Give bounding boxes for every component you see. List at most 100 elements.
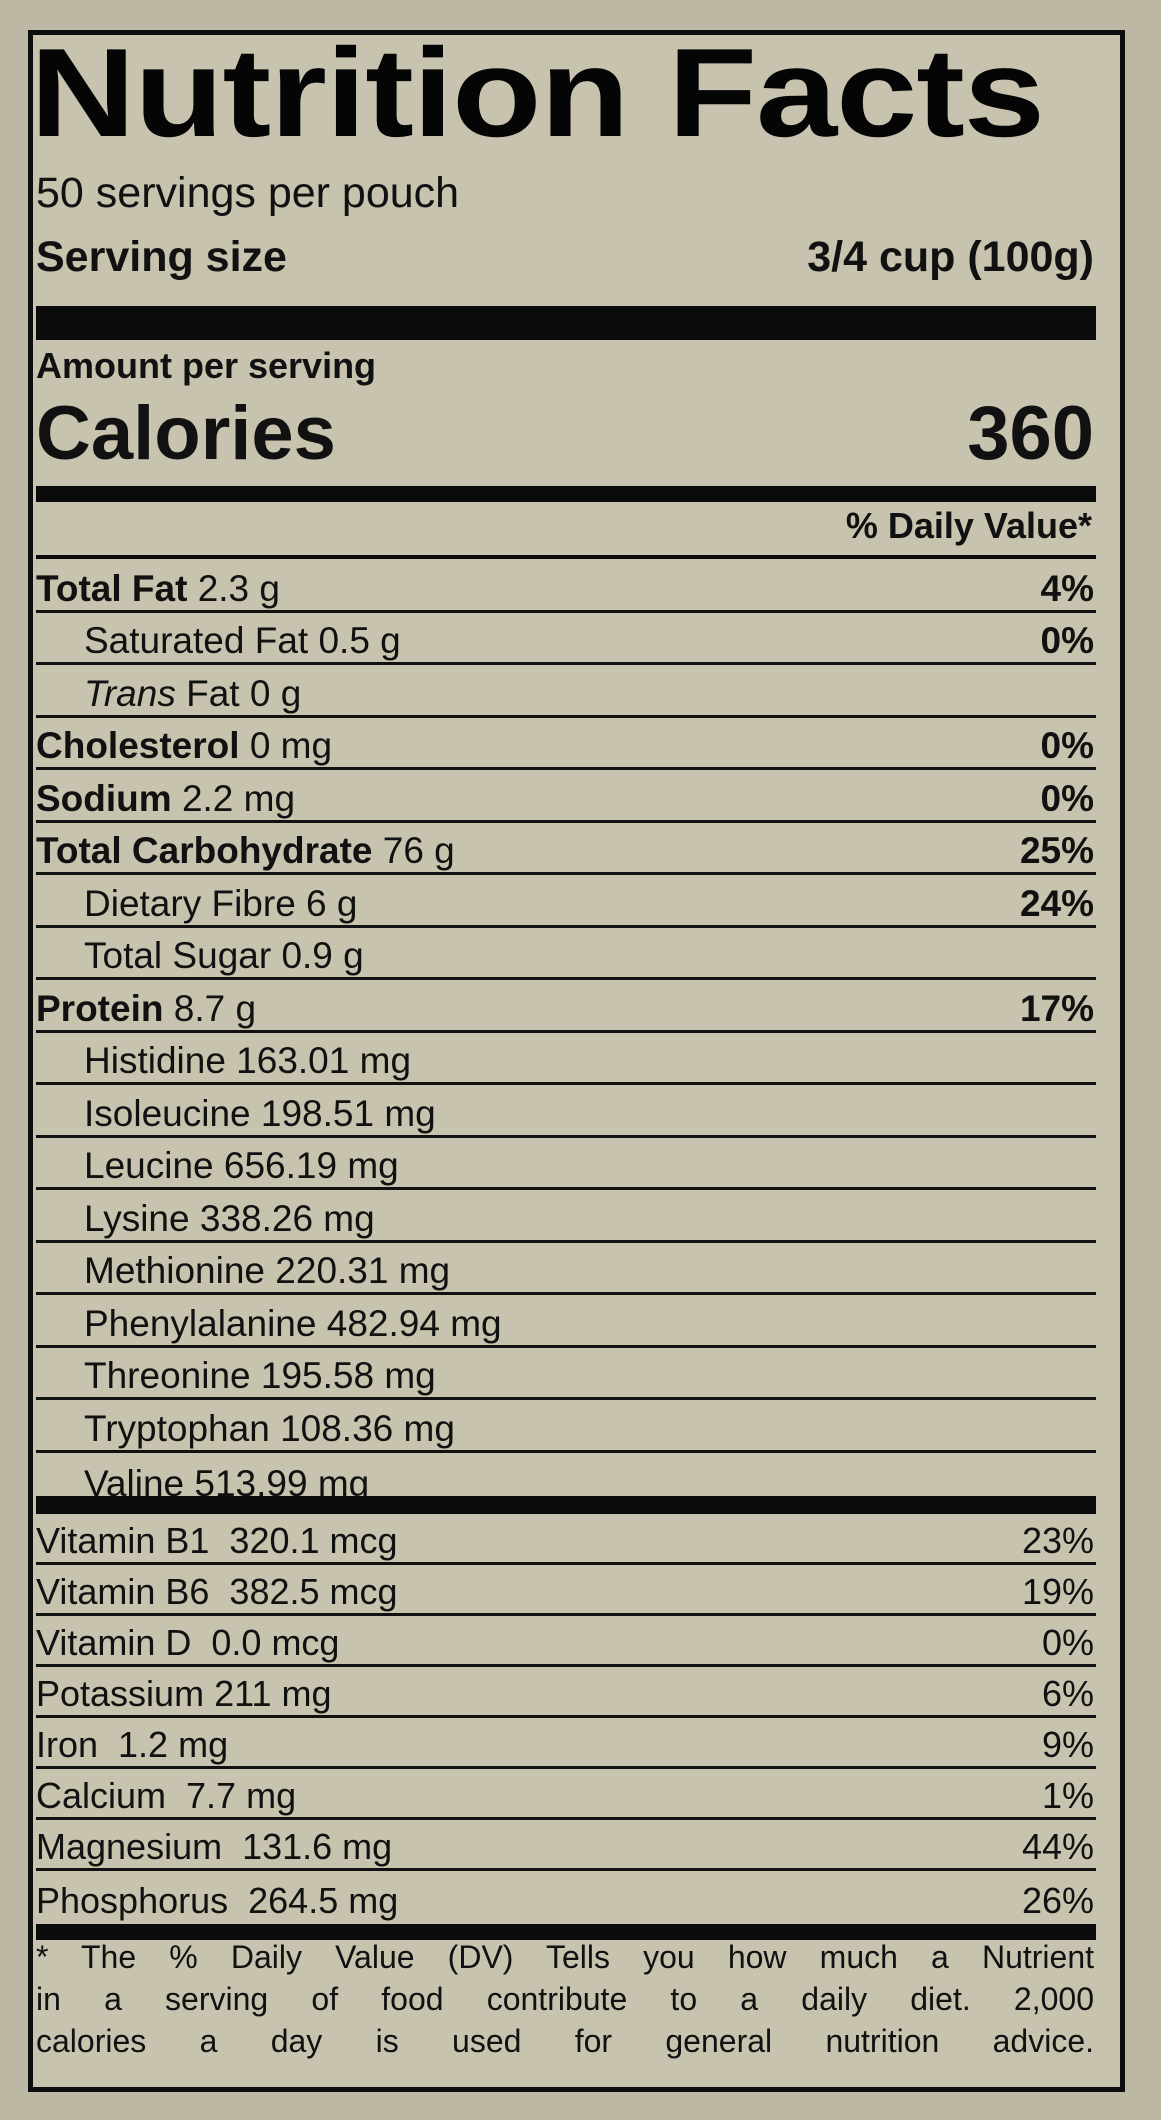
nutrient-italic-label: Trans xyxy=(84,672,176,714)
nutrient-name: Methionine 220.31 mg xyxy=(36,1252,450,1289)
vitamin-row: Vitamin D 0.0 mcg 0% xyxy=(36,1616,1096,1667)
daily-value-footnote: * The % Daily Value (DV) Tells you how m… xyxy=(36,1936,1094,2062)
divider-dv xyxy=(36,555,1096,559)
vitamin-list: Vitamin B1 320.1 mcg 23% Vitamin B6 382.5 … xyxy=(36,1514,1096,1922)
nutrient-amount: 76 g xyxy=(372,830,455,871)
nutrient-bold-label: Protein xyxy=(36,987,164,1029)
vitamin-row: Potassium 211 mg 6% xyxy=(36,1667,1096,1718)
nutrient-amount: Valine 513.99 mg xyxy=(84,1463,370,1504)
daily-value-header: % Daily Value* xyxy=(845,505,1092,546)
vitamin-daily-value: 26% xyxy=(1021,1880,1094,1921)
nutrient-name: Threonine 195.58 mg xyxy=(36,1357,436,1394)
nutrient-daily-value: 17% xyxy=(1019,987,1094,1029)
vitamin-row: Phosphorus 264.5 mg 26% xyxy=(36,1871,1096,1922)
nutrient-name: Total Carbohydrate 76 g xyxy=(36,832,455,869)
nutrient-row: Threonine 195.58 mg xyxy=(36,1348,1096,1400)
thick-divider-bottom xyxy=(36,1924,1096,1940)
vitamin-name: Potassium 211 mg xyxy=(36,1673,332,1714)
label-title: Nutrition Facts xyxy=(30,22,1045,163)
nutrient-name: Dietary Fibre 6 g xyxy=(36,885,358,922)
thick-divider-top xyxy=(36,306,1096,340)
vitamin-name: Vitamin B1 320.1 mcg xyxy=(36,1520,398,1561)
nutrient-amount: Leucine 656.19 mg xyxy=(84,1145,399,1186)
vitamin-row: Magnesium 131.6 mg 44% xyxy=(36,1820,1096,1871)
nutrient-row: Sodium 2.2 mg 0% xyxy=(36,770,1096,823)
nutrient-row: Saturated Fat 0.5 g 0% xyxy=(36,613,1096,665)
calories-row: Calories 360 xyxy=(36,396,1094,472)
nutrient-name: Tryptophan 108.36 mg xyxy=(36,1410,455,1447)
nutrient-list: Total Fat 2.3 g 4% Saturated Fat 0.5 g 0% Tr… xyxy=(36,560,1096,1505)
nutrient-name: Isoleucine 198.51 mg xyxy=(36,1095,436,1132)
servings-per-container: 50 servings per pouch xyxy=(36,169,460,217)
vitamin-daily-value: 9% xyxy=(1041,1724,1094,1765)
nutrient-row: Methionine 220.31 mg xyxy=(36,1243,1096,1295)
nutrient-amount: Tryptophan 108.36 mg xyxy=(84,1407,455,1449)
vitamin-daily-value: 6% xyxy=(1041,1673,1094,1714)
vitamin-daily-value: 0% xyxy=(1041,1622,1094,1663)
vitamin-row: Vitamin B1 320.1 mcg 23% xyxy=(36,1514,1096,1565)
serving-size-value: 3/4 cup (100g) xyxy=(807,233,1094,281)
footnote-line: in a serving of food contribute to a dai… xyxy=(36,1981,1094,2017)
nutrient-name: Total Sugar 0.9 g xyxy=(36,937,364,974)
vitamin-row: Iron 1.2 mg 9% xyxy=(36,1718,1096,1769)
thick-divider-vitamins xyxy=(36,1496,1096,1514)
nutrient-name: Protein 8.7 g xyxy=(36,990,256,1027)
nutrient-row: Leucine 656.19 mg xyxy=(36,1138,1096,1190)
nutrient-name: Saturated Fat 0.5 g xyxy=(36,622,401,659)
nutrient-name: Phenylalanine 482.94 mg xyxy=(36,1305,502,1342)
nutrient-row: Total Sugar 0.9 g xyxy=(36,928,1096,980)
vitamin-name: Iron 1.2 mg xyxy=(36,1724,229,1765)
nutrient-amount: Threonine 195.58 mg xyxy=(84,1355,436,1396)
nutrient-amount: Methionine 220.31 mg xyxy=(84,1250,451,1291)
thick-divider-calories xyxy=(36,486,1096,502)
footnote-line: calories a day is used for general nutri… xyxy=(36,2023,1094,2059)
nutrient-amount: 8.7 g xyxy=(163,987,257,1029)
nutrient-amount: Fat 0 g xyxy=(175,672,302,714)
nutrient-name: Valine 513.99 mg xyxy=(36,1465,369,1502)
nutrient-row: Tryptophan 108.36 mg xyxy=(36,1400,1096,1453)
nutrition-label xyxy=(28,30,1125,2092)
nutrient-bold-label: Total Fat xyxy=(36,567,188,609)
nutrient-daily-value: 0% xyxy=(1040,725,1094,766)
vitamin-name: Vitamin B6 382.5 mcg xyxy=(36,1571,398,1612)
vitamin-name: Magnesium 131.6 mg xyxy=(36,1826,393,1867)
vitamin-name: Vitamin D 0.0 mcg xyxy=(36,1622,340,1663)
nutrient-name: Sodium 2.2 mg xyxy=(36,780,295,817)
vitamin-daily-value: 19% xyxy=(1021,1571,1094,1612)
calories-value: 360 xyxy=(967,391,1094,476)
nutrient-daily-value: 0% xyxy=(1040,777,1094,819)
nutrient-daily-value: 0% xyxy=(1040,620,1094,661)
nutrient-amount: 0 mg xyxy=(239,725,333,766)
serving-size-label: Serving size xyxy=(36,233,287,281)
vitamin-daily-value: 23% xyxy=(1021,1520,1094,1561)
amount-per-serving: Amount per serving xyxy=(36,345,377,386)
nutrient-name: Cholesterol 0 mg xyxy=(36,727,332,764)
nutrient-row: Valine 513.99 mg xyxy=(36,1453,1096,1506)
vitamin-name: Phosphorus 264.5 mg xyxy=(36,1880,399,1921)
vitamin-daily-value: 1% xyxy=(1041,1775,1094,1816)
nutrient-bold-label: Sodium xyxy=(36,777,172,819)
nutrient-row: Histidine 163.01 mg xyxy=(36,1033,1096,1085)
nutrient-amount: Isoleucine 198.51 mg xyxy=(84,1092,436,1134)
nutrient-row: Isoleucine 198.51 mg xyxy=(36,1085,1096,1138)
vitamin-row: Calcium 7.7 mg 1% xyxy=(36,1769,1096,1820)
nutrient-amount: Phenylalanine 482.94 mg xyxy=(84,1302,502,1344)
nutrient-amount: 2.3 g xyxy=(187,567,280,609)
nutrient-row: Dietary Fibre 6 g 24% xyxy=(36,875,1096,928)
nutrient-amount: Saturated Fat 0.5 g xyxy=(84,620,401,661)
nutrient-name: Leucine 656.19 mg xyxy=(36,1147,399,1184)
vitamin-row: Vitamin B6 382.5 mcg 19% xyxy=(36,1565,1096,1616)
serving-size-row: Serving size 3/4 cup (100g) xyxy=(36,236,1094,279)
nutrient-name: Trans Fat 0 g xyxy=(36,675,301,712)
nutrient-daily-value: 4% xyxy=(1040,567,1094,609)
nutrient-amount: Total Sugar 0.9 g xyxy=(84,935,364,976)
nutrient-row: Total Carbohydrate 76 g 25% xyxy=(36,823,1096,875)
nutrient-amount: Histidine 163.01 mg xyxy=(84,1040,412,1081)
calories-label: Calories xyxy=(36,391,336,476)
nutrient-name: Lysine 338.26 mg xyxy=(36,1200,375,1237)
nutrient-daily-value: 25% xyxy=(1019,830,1094,871)
nutrient-amount: Dietary Fibre 6 g xyxy=(84,882,358,924)
nutrient-row: Lysine 338.26 mg xyxy=(36,1190,1096,1243)
nutrient-bold-label: Cholesterol xyxy=(36,725,240,766)
nutrient-row: Protein 8.7 g 17% xyxy=(36,980,1096,1033)
